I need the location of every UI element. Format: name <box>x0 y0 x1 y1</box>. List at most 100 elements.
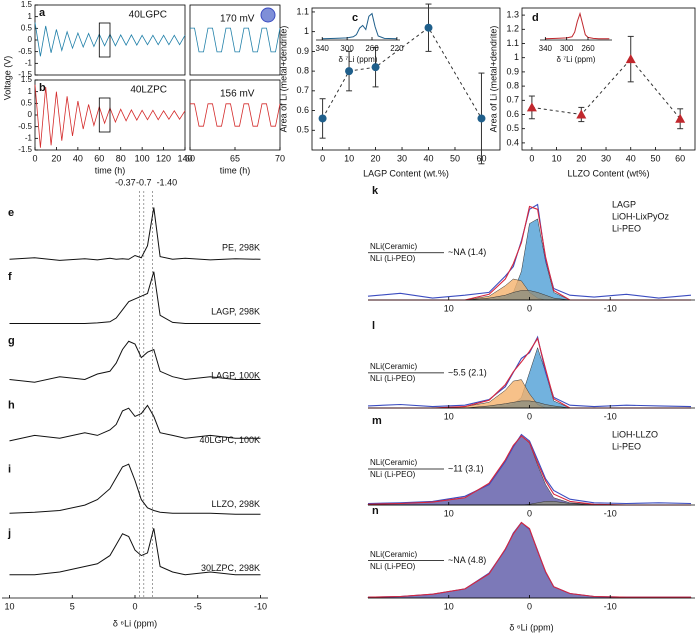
y-tick-label: 1 <box>514 52 519 62</box>
y-tick-label: -1.5 <box>18 70 32 79</box>
x-tick-label: 100 <box>135 153 150 163</box>
panel-letter: b <box>39 82 46 94</box>
x-tick-label: 10 <box>344 153 354 163</box>
x-tick-label: 0 <box>132 601 137 611</box>
reference-label: -1.40 <box>157 177 178 187</box>
y-tick-label: 0.8 <box>296 65 309 75</box>
x-tick-label: 5 <box>70 601 75 611</box>
legend-entry: LAGP <box>612 199 636 209</box>
spectrum-line <box>367 335 692 408</box>
x-tick-label: 300 <box>340 44 354 53</box>
y-axis-label: Voltage (V) <box>2 56 12 101</box>
legend-entry: LiOH-LixPyOz <box>612 211 670 221</box>
x-tick-label: 260 <box>365 44 379 53</box>
y-tick-label: 0.6 <box>296 105 309 115</box>
spectrum-label: LAGP, 100K <box>211 371 260 381</box>
panel-letter: n <box>372 505 379 517</box>
x-tick-label: 50 <box>450 153 460 163</box>
panel-letter: c <box>352 12 358 24</box>
x-tick-label: 10 <box>444 508 454 518</box>
voltage-trace <box>190 27 281 53</box>
y-tick-label: 0.8 <box>506 80 519 90</box>
series-label: 40LGPC <box>129 10 167 21</box>
spectrum-line <box>367 203 692 299</box>
y-tick-label: 1 <box>28 12 33 21</box>
y-tick-label: 1.1 <box>296 6 309 16</box>
ratio-numerator: NLi(Ceramic) <box>370 362 417 371</box>
cell-icon <box>260 7 276 23</box>
series-label: 40LZPC <box>130 85 167 96</box>
y-tick-label: 0.9 <box>506 66 519 76</box>
x-tick-label: 10 <box>444 303 454 313</box>
x-tick-label: 60 <box>185 153 195 163</box>
x-tick-label: -10 <box>604 508 617 518</box>
x-axis-label: δ ⁶Li (ppm) <box>509 622 553 632</box>
ratio-value: ~NA (4.8) <box>448 555 486 565</box>
trend-line <box>531 58 681 120</box>
marker <box>424 23 433 32</box>
x-tick-label: 10 <box>444 601 454 611</box>
marker <box>526 102 537 112</box>
panel-letter: f <box>8 271 12 283</box>
panel-letter: e <box>8 207 14 219</box>
x-tick-label: 260 <box>581 44 595 53</box>
x-axis-label: δ ⁶Li (ppm) <box>113 618 157 628</box>
ratio-numerator: NLi(Ceramic) <box>370 458 417 467</box>
y-axis-label: Area of Li (metal+dendrite) <box>278 26 288 133</box>
y-tick-label: 0.7 <box>296 85 309 95</box>
x-tick-label: 10 <box>444 411 454 421</box>
x-tick-label: 20 <box>576 153 586 163</box>
marker <box>625 54 636 64</box>
panel-letter: i <box>8 464 11 476</box>
y-tick-label: 1.1 <box>506 38 519 48</box>
panel-letter: d <box>532 12 539 24</box>
marker <box>477 114 486 123</box>
x-tick-label: -5 <box>194 601 202 611</box>
x-tick-label: 340 <box>539 44 553 53</box>
marker <box>345 67 354 76</box>
inset-x-label: δ ⁷Li (ppm) <box>557 55 596 64</box>
y-tick-label: -1.5 <box>18 145 32 154</box>
panel-letter: g <box>8 335 15 347</box>
x-tick-label: 300 <box>560 44 574 53</box>
x-tick-label: 70 <box>275 153 285 163</box>
y-tick-label: 1.5 <box>21 0 33 9</box>
x-tick-label: 65 <box>230 153 240 163</box>
ratio-value: ~11 (3.1) <box>448 463 484 473</box>
x-tick-label: 340 <box>316 44 330 53</box>
ratio-value: ~NA (1.4) <box>448 247 486 257</box>
spectrum-line <box>367 433 692 505</box>
annotation: 170 mV <box>220 14 255 25</box>
legend-entry: Li-PEO <box>612 441 641 451</box>
x-tick-label: 20 <box>51 153 61 163</box>
x-tick-label: 220 <box>390 44 404 53</box>
y-tick-label: -1 <box>25 58 33 67</box>
voltage-trace <box>190 103 281 127</box>
x-tick-label: 0 <box>527 303 532 313</box>
x-tick-label: 20 <box>371 153 381 163</box>
legend-entry: LiOH-LLZO <box>612 429 658 439</box>
x-tick-label: 80 <box>116 153 126 163</box>
spectrum <box>9 404 261 442</box>
x-tick-label: 10 <box>5 601 15 611</box>
inset-spectrum <box>322 12 397 40</box>
spectrum-label: PE, 298K <box>222 242 260 252</box>
x-tick-label: 40 <box>73 153 83 163</box>
x-tick-label: 30 <box>397 153 407 163</box>
y-tick-label: 1.5 <box>21 75 33 84</box>
x-tick-label: 40 <box>423 153 433 163</box>
y-tick-label: 0.4 <box>506 137 519 147</box>
x-tick-label: 10 <box>552 153 562 163</box>
marker <box>371 63 380 72</box>
panel-letter: h <box>8 399 15 411</box>
fit-component <box>367 522 692 599</box>
spectrum-label: LAGP, 298K <box>211 306 260 316</box>
zoom-window <box>98 97 111 133</box>
x-tick-label: 60 <box>94 153 104 163</box>
reference-label: -0.7 <box>136 177 152 187</box>
y-tick-label: 1 <box>304 26 309 36</box>
reference-label: -0.37 <box>115 177 136 187</box>
x-tick-label: 140 <box>177 153 192 163</box>
